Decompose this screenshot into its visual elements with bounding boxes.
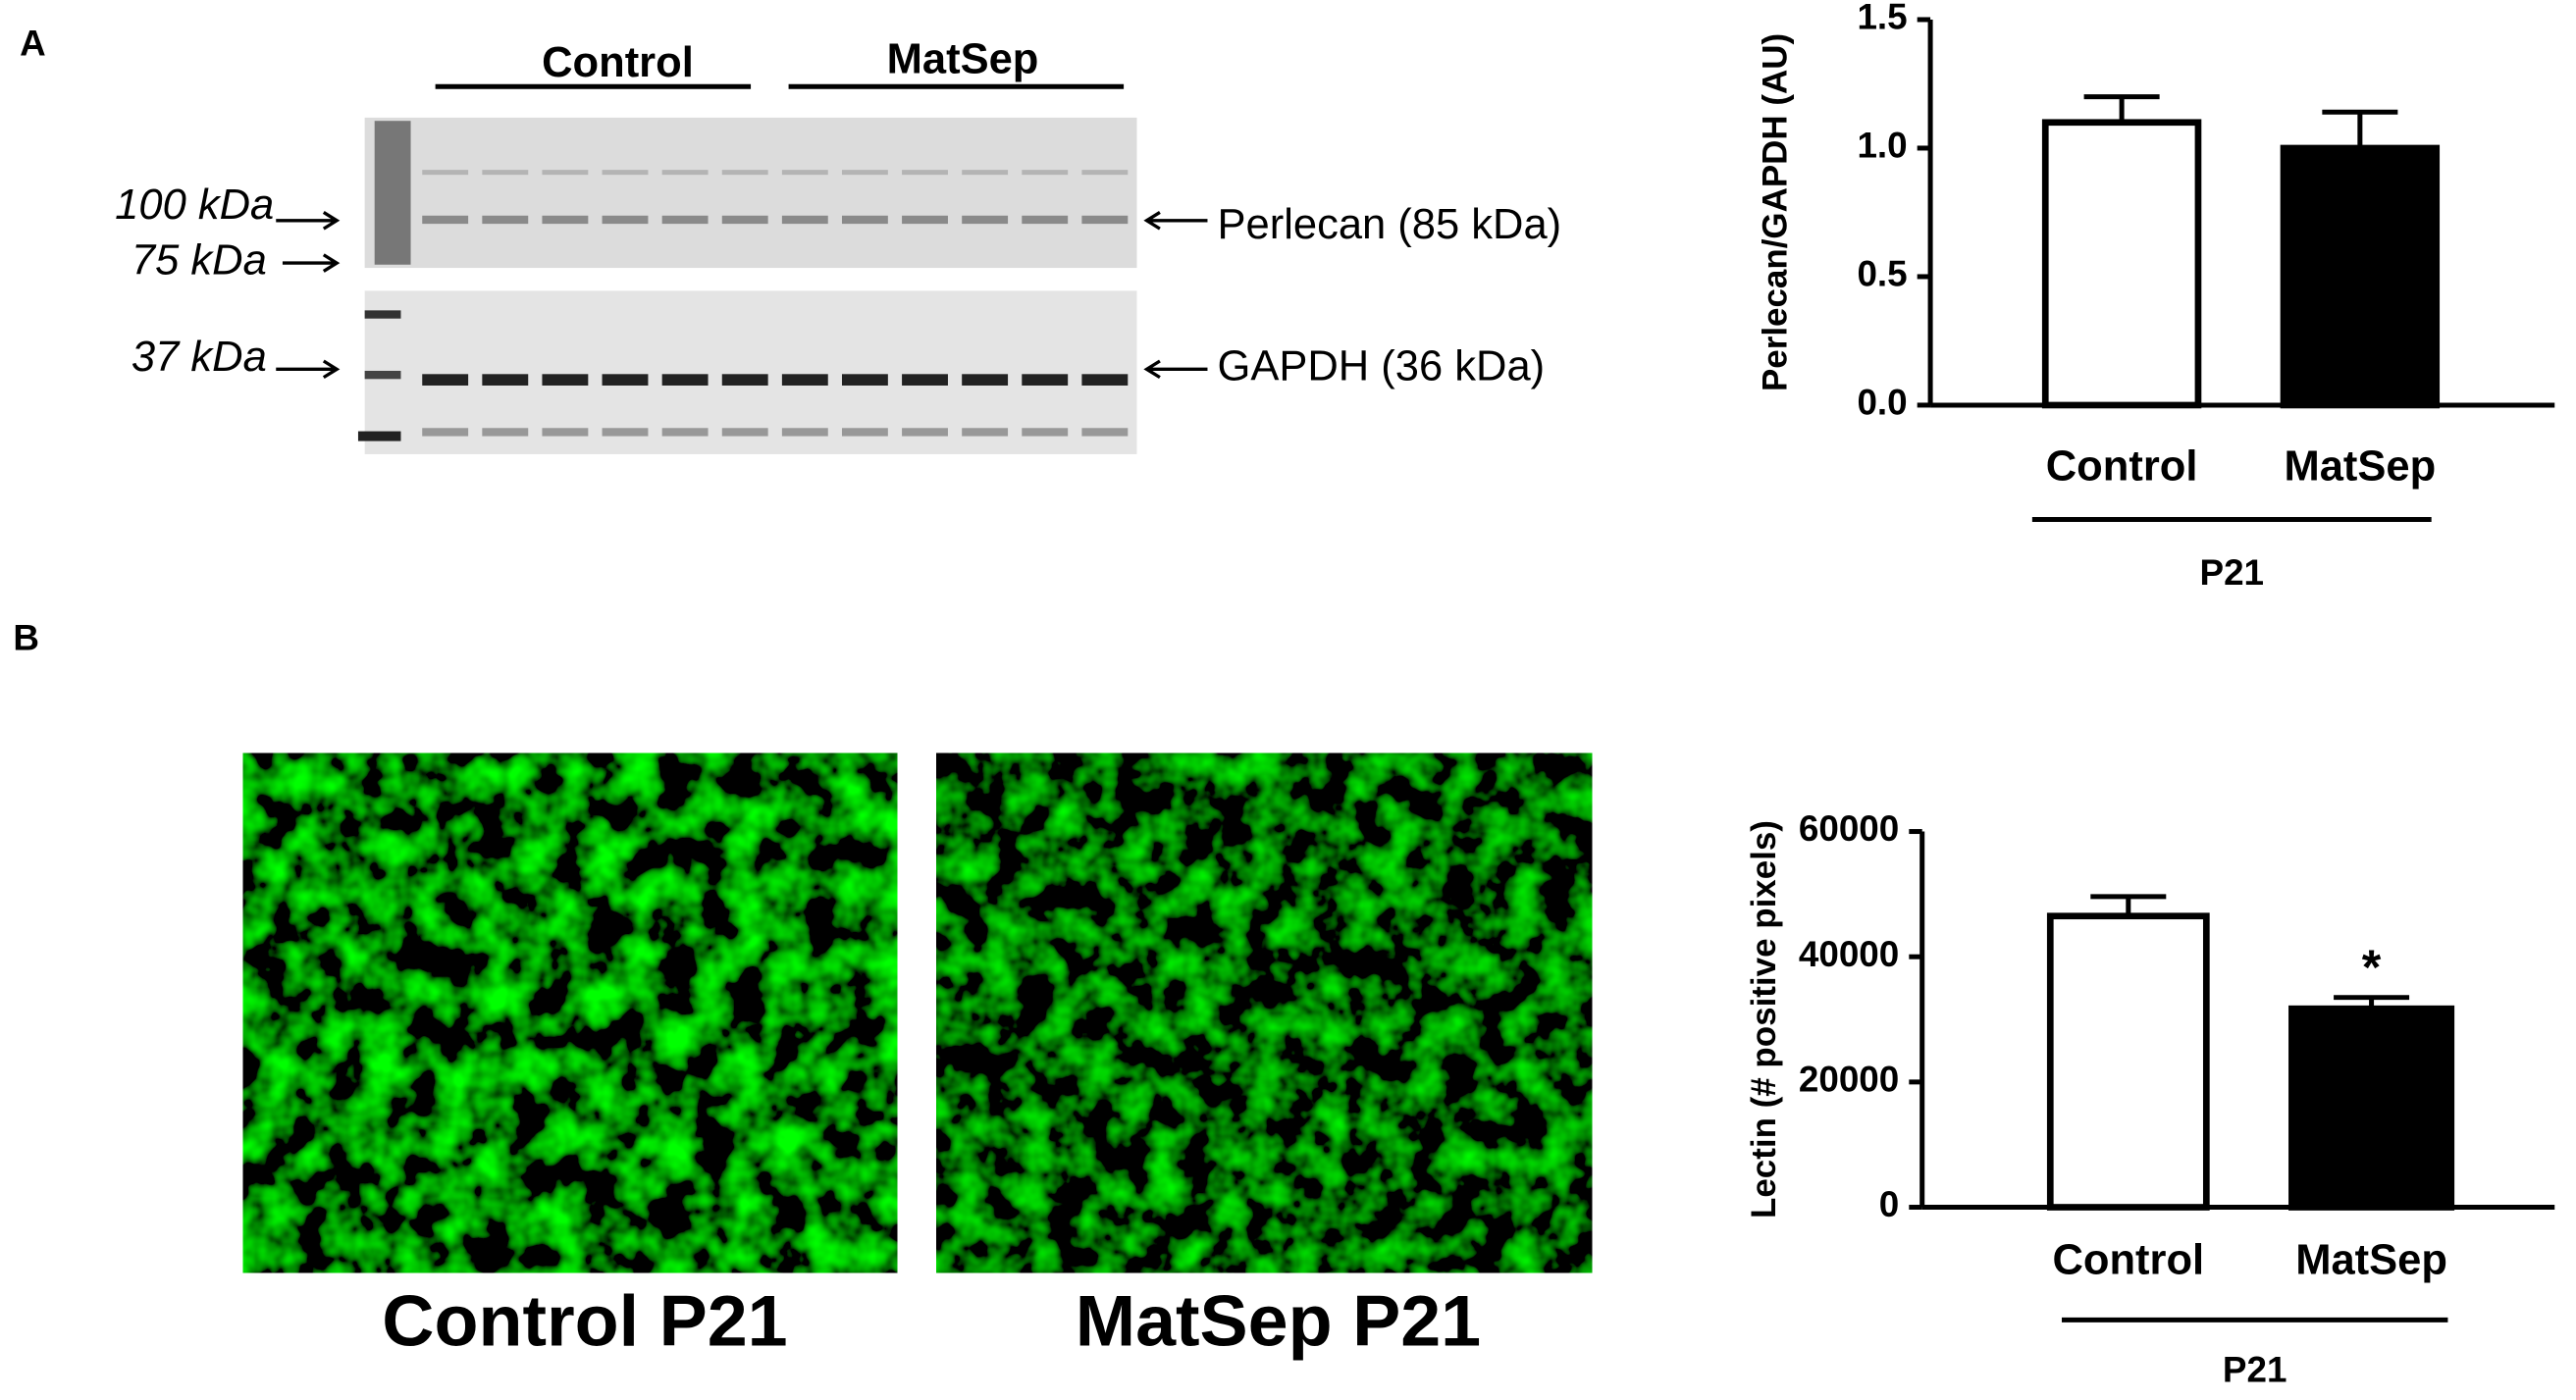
band	[1081, 215, 1129, 225]
band	[841, 170, 888, 176]
band	[1081, 170, 1129, 176]
band	[482, 428, 529, 437]
ladder	[364, 310, 401, 319]
y-tick-label: 20000	[1799, 1060, 1899, 1100]
significance-mark: *	[2362, 940, 2382, 995]
band	[482, 374, 529, 386]
band	[482, 215, 529, 225]
band	[422, 170, 469, 176]
y-tick-label: 1.0	[1857, 126, 1907, 166]
marker-label: 37 kDa	[131, 334, 267, 381]
band	[661, 374, 709, 386]
blot-group: Control	[542, 39, 694, 86]
y-axis-label: Perlecan/GAPDH (AU)	[1757, 33, 1795, 391]
group-label: P21	[2200, 552, 2265, 593]
x-tick-label: Control	[2052, 1237, 2204, 1284]
bar	[2041, 119, 2202, 409]
y-tick-label: 40000	[1799, 934, 1899, 974]
band	[1022, 374, 1069, 386]
band	[841, 374, 888, 386]
band	[661, 170, 709, 176]
y-tick-label: 0.0	[1857, 383, 1907, 423]
y-tick-label: 60000	[1799, 808, 1899, 849]
bar	[2046, 912, 2210, 1211]
micrograph	[242, 752, 898, 1273]
band	[721, 428, 768, 437]
band	[841, 428, 888, 437]
blot-group: MatSep	[887, 36, 1039, 83]
band	[602, 428, 649, 437]
bar	[2280, 144, 2441, 409]
band	[542, 428, 589, 437]
lanes	[357, 170, 1129, 441]
y-axis-label: Lectin (# positive pixels)	[1745, 820, 1783, 1219]
band	[721, 170, 768, 176]
band	[781, 374, 828, 386]
bar	[2288, 1005, 2455, 1211]
micrograph	[936, 752, 1593, 1273]
band-arrow	[1143, 211, 1208, 380]
x-tick-label: Control	[2046, 442, 2198, 490]
marker-label: 100 kDa	[115, 181, 274, 229]
ladder	[364, 370, 401, 380]
band	[962, 374, 1009, 386]
band	[542, 374, 589, 386]
band	[962, 215, 1009, 225]
band	[962, 170, 1009, 176]
band	[902, 428, 948, 437]
y-tick-label: 0.5	[1857, 254, 1907, 294]
image-caption: Control P21	[382, 1280, 787, 1362]
band	[602, 170, 649, 176]
ladder	[374, 121, 411, 265]
panel-label: A	[20, 23, 46, 63]
panel-label: B	[13, 617, 39, 657]
group-label: P21	[2223, 1349, 2287, 1389]
band	[661, 428, 709, 437]
band	[661, 215, 709, 225]
x-tick-label: MatSep	[2284, 442, 2436, 490]
marker-label: 75 kDa	[131, 237, 267, 285]
image-caption: MatSep P21	[1076, 1280, 1481, 1362]
band	[781, 170, 828, 176]
band	[781, 428, 828, 437]
blot-membrane	[364, 290, 1137, 454]
band-label: GAPDH (36 kDa)	[1218, 343, 1546, 390]
blot-membrane	[364, 117, 1137, 269]
band	[1022, 215, 1069, 225]
charts: 0.0 0.5 1.0 1.5 Perlecan/GAPDH (AU) Control Ma…	[1745, 0, 2555, 1389]
western-blot: Control MatSep 100 kDa 75 kDa 37 kDa Per…	[115, 36, 1561, 454]
band	[902, 215, 948, 225]
band	[1081, 374, 1129, 386]
y-tick-label: 0	[1879, 1184, 1899, 1224]
band	[482, 170, 529, 176]
band	[1022, 428, 1069, 437]
band-label: Perlecan (85 kDa)	[1218, 201, 1562, 248]
band	[1022, 170, 1069, 176]
marker-arrow	[276, 211, 341, 380]
band	[602, 215, 649, 225]
band	[721, 215, 768, 225]
ladder	[357, 431, 401, 441]
y-tick-label: 1.5	[1857, 0, 1907, 37]
band	[902, 374, 948, 386]
band	[422, 374, 469, 386]
x-tick-label: MatSep	[2295, 1237, 2447, 1284]
band	[422, 428, 469, 437]
band	[902, 170, 948, 176]
band	[1081, 428, 1129, 437]
band	[962, 428, 1009, 437]
band	[721, 374, 768, 386]
band	[542, 170, 589, 176]
band	[422, 215, 469, 225]
band	[602, 374, 649, 386]
band	[841, 215, 888, 225]
band	[781, 215, 828, 225]
band	[542, 215, 589, 225]
